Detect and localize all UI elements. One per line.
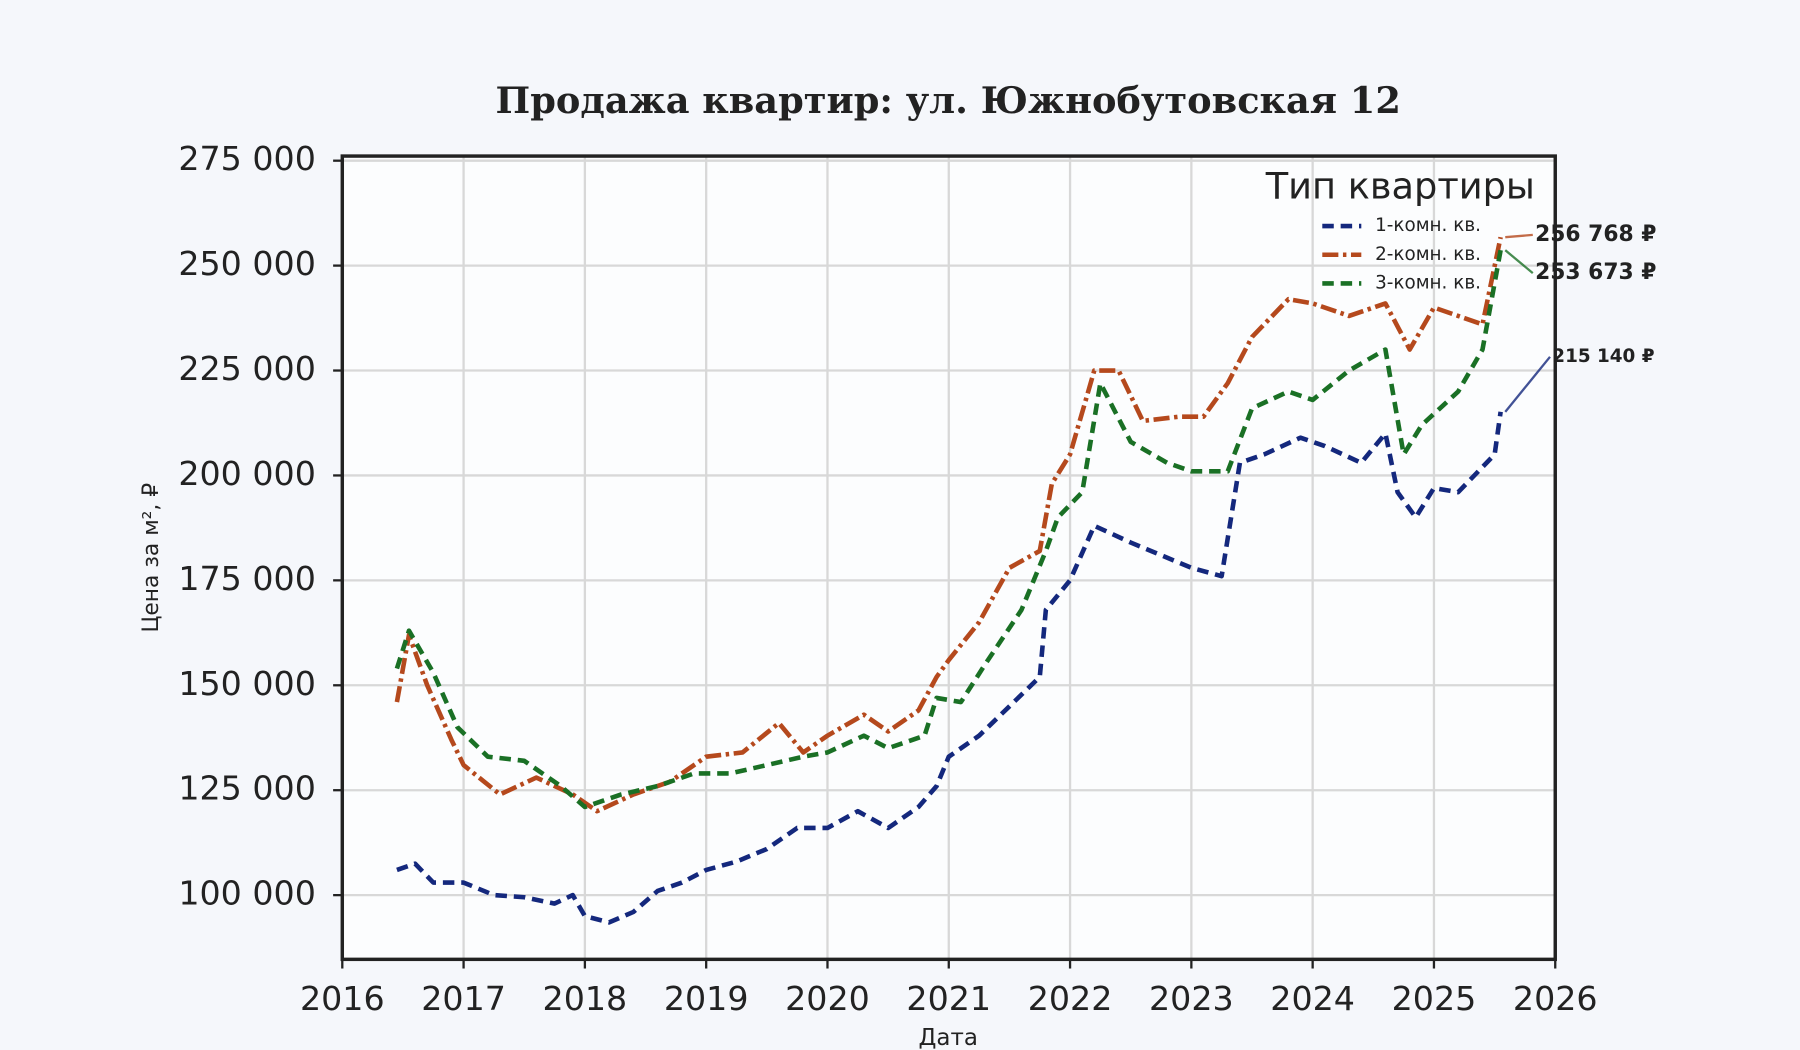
annotation-arrow	[1504, 356, 1551, 413]
x-axis-label: Дата	[918, 1025, 977, 1050]
x-tick-label: 2018	[543, 979, 628, 1018]
y-tick-label: 225 000	[178, 349, 316, 388]
y-axis-label: Цена за м², ₽	[139, 483, 164, 633]
y-tick-label: 100 000	[178, 874, 316, 913]
value-label: 215 140 ₽	[1552, 346, 1654, 367]
annotation-arrow	[1504, 249, 1534, 275]
x-tick-label: 2022	[1028, 979, 1113, 1018]
y-tick-label: 125 000	[178, 769, 316, 808]
chart-title: Продажа квартир: ул. Южнобутовская 12	[496, 79, 1401, 122]
series-line	[396, 411, 1503, 925]
y-tick-label: 250 000	[178, 244, 316, 283]
legend: Тип квартиры 1-комн. кв. 2-комн. кв. 3-ком…	[1265, 165, 1535, 294]
legend-title: Тип квартиры	[1265, 165, 1535, 208]
plot-frame	[340, 154, 1557, 962]
series-line	[394, 249, 1503, 810]
x-tick-label: 2026	[1513, 979, 1598, 1018]
legend-label: 1-комн. кв.	[1375, 215, 1481, 236]
y-tick-label: 175 000	[178, 559, 316, 598]
x-tick-label: 2023	[1149, 979, 1234, 1018]
x-tick-label: 2024	[1270, 979, 1355, 1018]
value-label: 256 768 ₽	[1535, 222, 1656, 247]
y-tick-label: 150 000	[178, 664, 316, 703]
value-label: 253 673 ₽	[1535, 260, 1656, 285]
x-tick-label: 2017	[421, 979, 506, 1018]
legend-label: 2-комн. кв.	[1375, 244, 1481, 265]
y-tick-label: 275 000	[178, 139, 316, 178]
x-tick-label: 2021	[906, 979, 991, 1018]
x-tick-label: 2025	[1392, 979, 1477, 1018]
x-tick-label: 2020	[785, 979, 870, 1018]
x-tick-label: 2016	[300, 979, 385, 1018]
x-tick-label: 2019	[664, 979, 749, 1018]
grid: 2016 2017 2018 2019 2020 2021 2022 2023 2024 2025…	[178, 139, 1597, 1018]
legend-label: 3-комн. кв.	[1375, 272, 1481, 293]
annotation-arrow	[1505, 233, 1533, 239]
y-tick-label: 200 000	[178, 454, 316, 493]
